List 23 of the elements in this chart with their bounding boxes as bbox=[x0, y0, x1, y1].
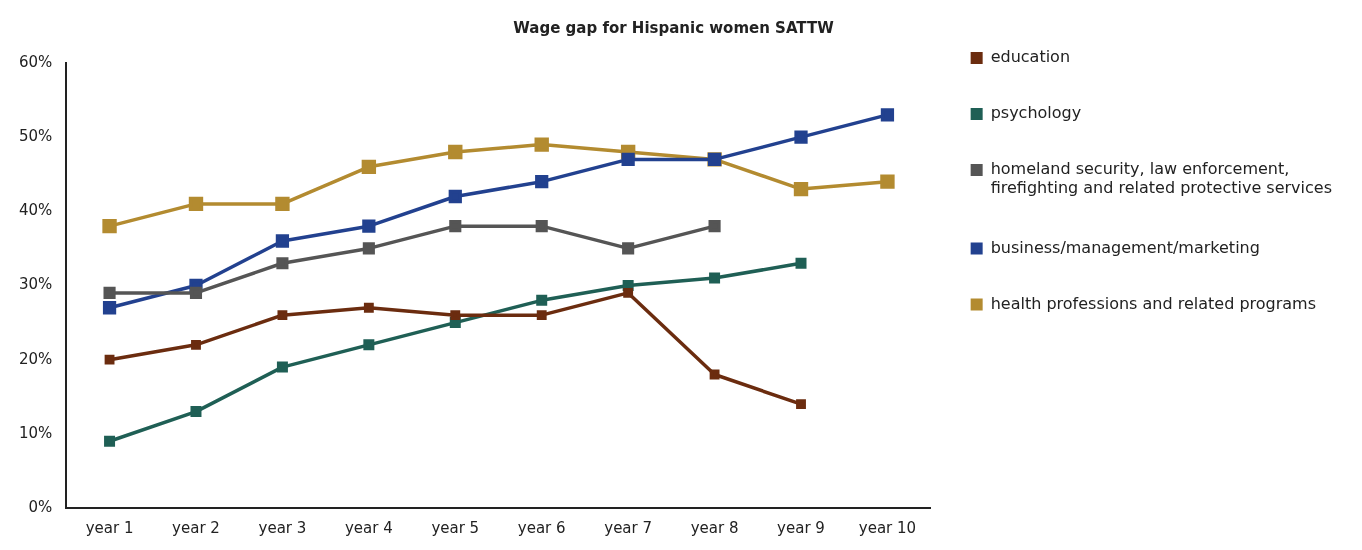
y-tick-label: 10% bbox=[19, 423, 53, 442]
x-tick-label: year 8 bbox=[690, 518, 739, 537]
x-tick-label: year 4 bbox=[344, 518, 393, 537]
y-tick-label: 40% bbox=[19, 201, 53, 220]
y-tick-label: 0% bbox=[28, 497, 53, 516]
legend-label: health professions and related programs bbox=[990, 293, 1317, 313]
y-tick-label: 50% bbox=[19, 127, 53, 146]
x-tick-label: year 5 bbox=[431, 518, 480, 537]
x-tick-label: year 7 bbox=[604, 518, 653, 537]
x-tick-label: year 6 bbox=[517, 518, 566, 537]
y-tick-label: 20% bbox=[19, 349, 53, 368]
x-tick-label: year 1 bbox=[85, 518, 134, 537]
x-tick-label: year 10 bbox=[858, 518, 917, 537]
x-tick-label: year 3 bbox=[258, 518, 307, 537]
x-tick-label: year 2 bbox=[172, 518, 220, 537]
y-tick-label: 60% bbox=[19, 52, 53, 71]
chart-title: Wage gap for Hispanic women SATTW bbox=[513, 18, 835, 37]
y-tick-label: 30% bbox=[19, 275, 53, 294]
legend-label: homeland security, law enforcement, firefighting and related protective services bbox=[990, 159, 1332, 198]
legend-label: business/management/marketing bbox=[990, 237, 1260, 257]
x-tick-label: year 9 bbox=[777, 518, 825, 537]
legend-label: education bbox=[990, 47, 1071, 67]
legend-label: psychology bbox=[990, 103, 1082, 123]
